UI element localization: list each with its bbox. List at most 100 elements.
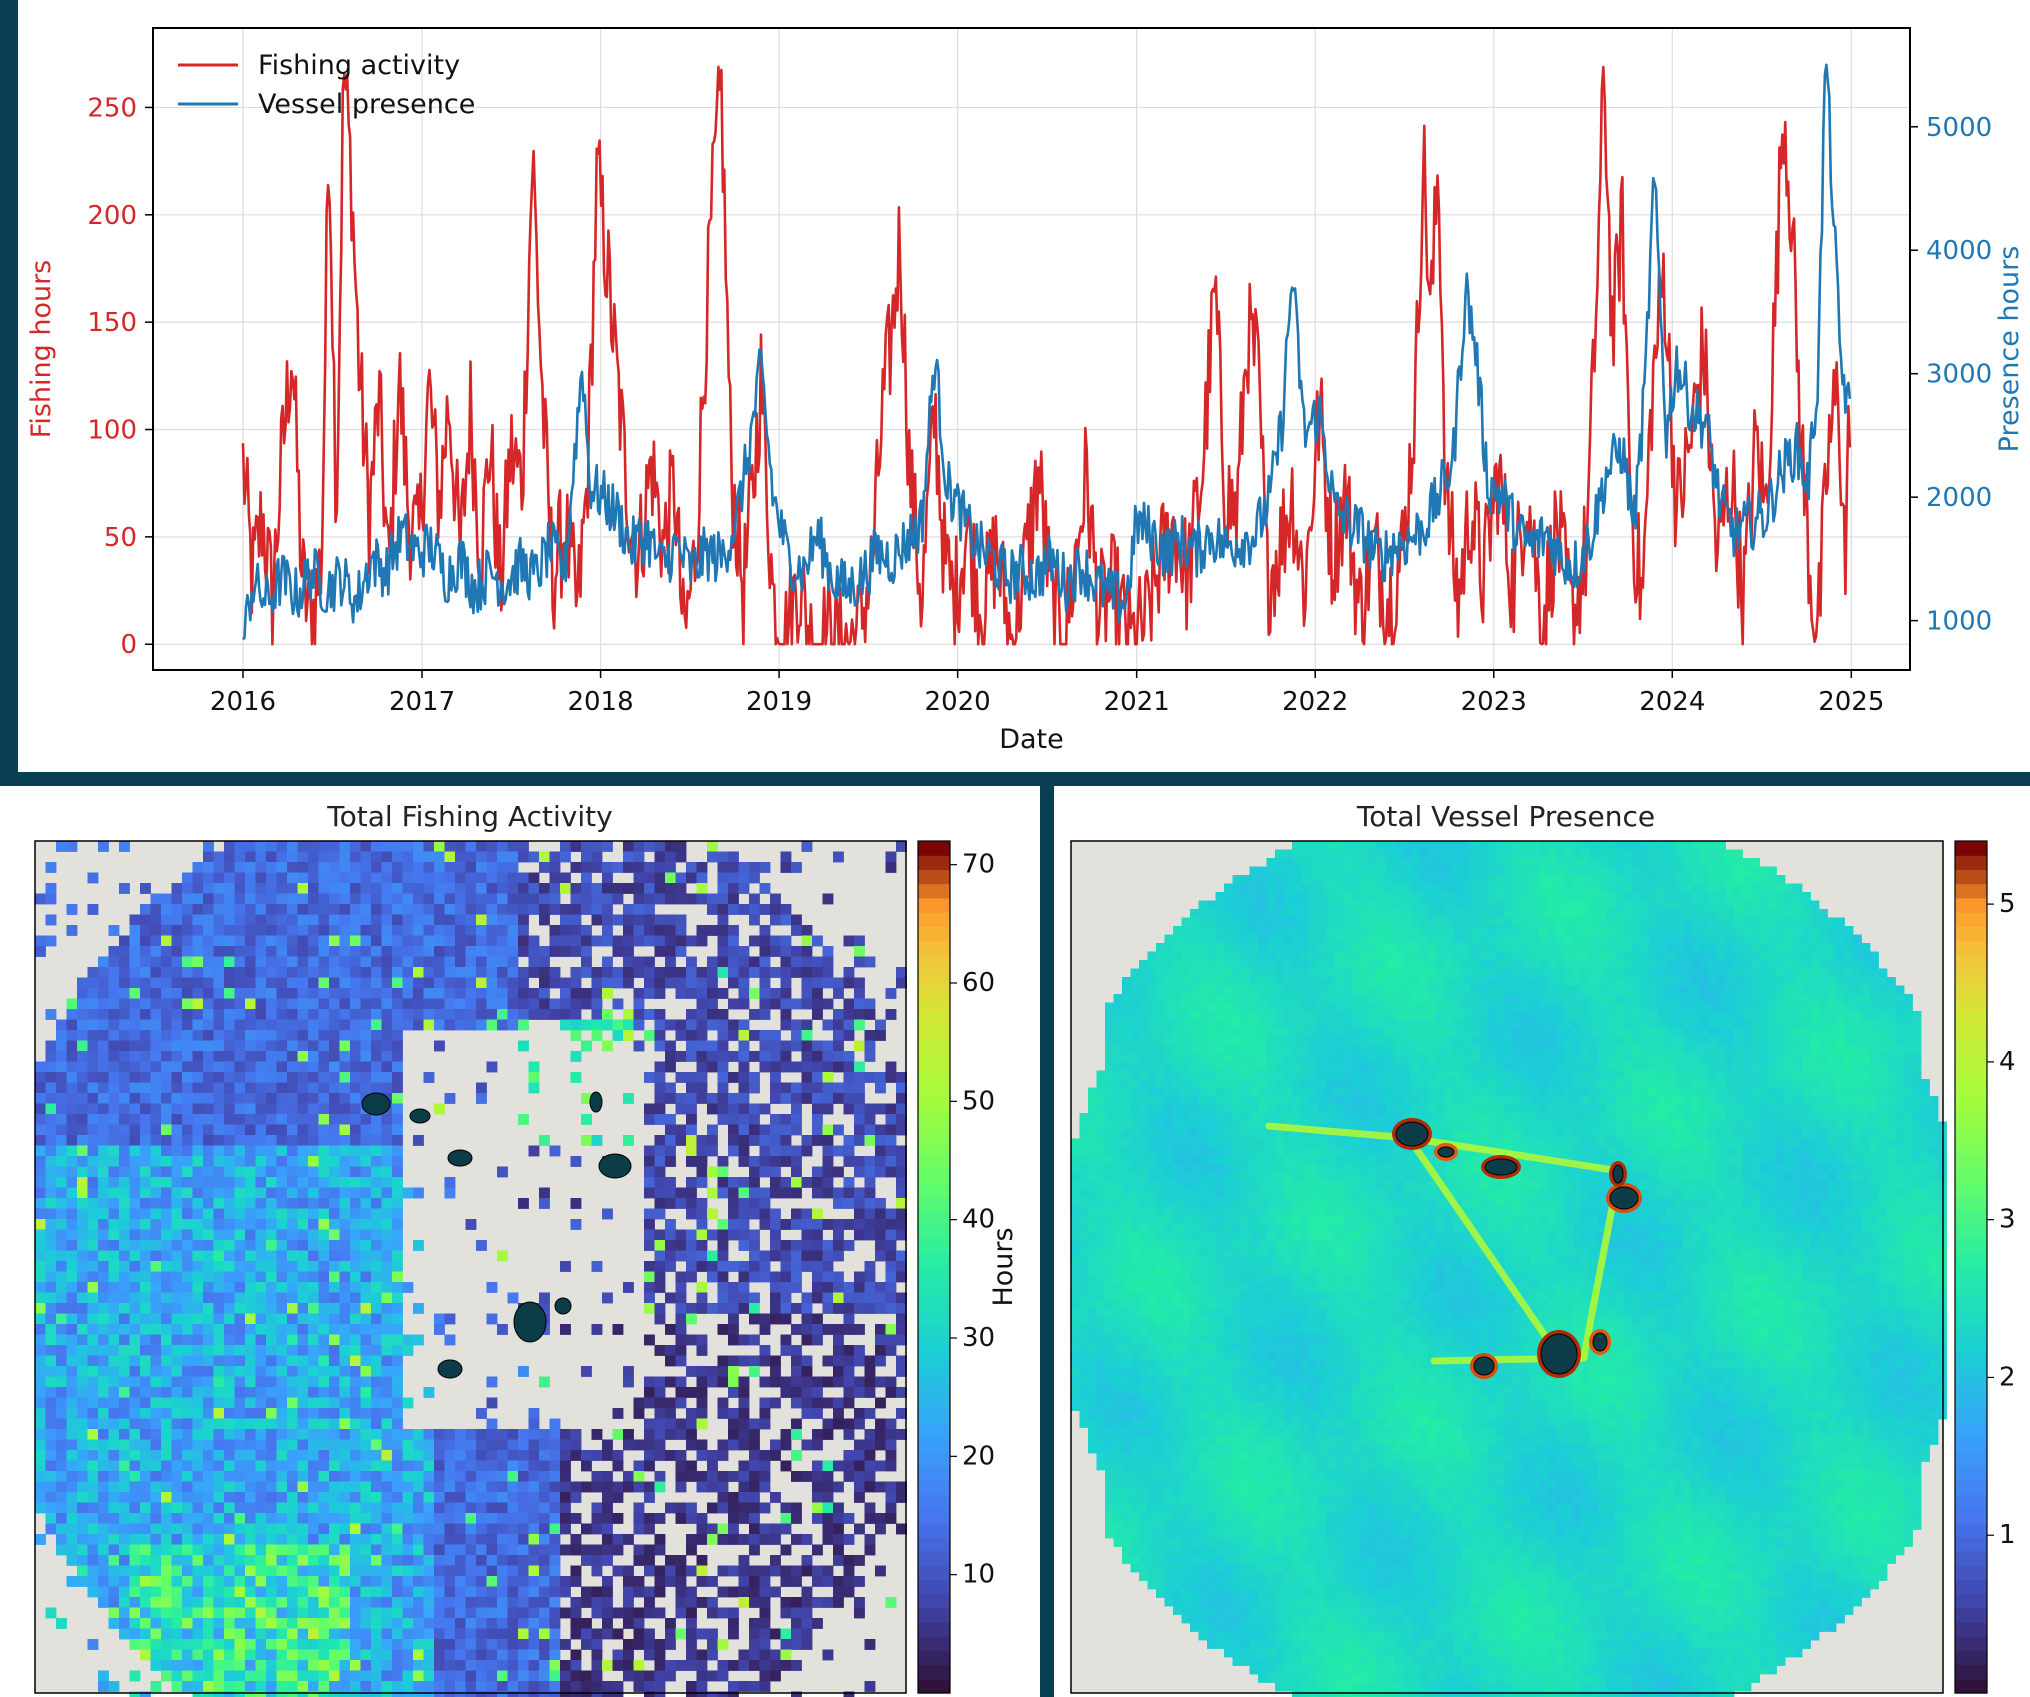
heatmap-cell: [266, 1597, 277, 1608]
heatmap-cell: [833, 1040, 844, 1052]
heatmap-cell: [98, 1324, 109, 1335]
heatmap-cell: [623, 935, 634, 947]
heatmap-cell: [381, 1555, 393, 1566]
heatmap-cell: [234, 841, 246, 852]
heatmap-cell: [140, 935, 151, 947]
heatmap-cell: [465, 1670, 477, 1682]
heatmap-cell: [560, 1660, 571, 1671]
heatmap-cell: [35, 1534, 46, 1545]
heatmap-cell: [612, 1628, 624, 1640]
heatmap-cell: [581, 925, 592, 936]
heatmap-cell: [602, 914, 613, 926]
heatmap-cell: [108, 1093, 120, 1104]
heatmap-cell: [350, 1639, 361, 1650]
heatmap-cell: [308, 1418, 319, 1430]
heatmap-cell: [129, 1009, 141, 1020]
heatmap-cell: [707, 1628, 718, 1640]
heatmap-cell: [497, 988, 508, 999]
heatmap-cell: [182, 1040, 193, 1052]
heatmap-cell: [161, 1208, 172, 1220]
heatmap-cell: [759, 1124, 771, 1136]
heatmap-cell: [329, 988, 340, 999]
heatmap-cell: [224, 1471, 235, 1482]
heatmap-cell: [56, 1345, 67, 1356]
heatmap-cell: [381, 1366, 393, 1377]
heatmap-cell: [371, 977, 382, 989]
heatmap-cell: [381, 1450, 393, 1461]
heatmap-cell: [245, 1313, 256, 1325]
heatmap-cell: [66, 1334, 78, 1346]
heatmap-cell: [287, 1607, 298, 1619]
heatmap-cell: [234, 1397, 246, 1409]
heatmap-cell: [203, 1397, 214, 1409]
heatmap-cell: [696, 1471, 708, 1482]
island-shape: [513, 1301, 547, 1343]
heatmap-cell: [854, 1156, 865, 1167]
heatmap-cell: [885, 1061, 897, 1073]
heatmap-cell: [654, 1586, 666, 1598]
heatmap-cell: [644, 1681, 655, 1692]
heatmap-cell: [266, 1418, 277, 1430]
heatmap-cell: [791, 1597, 802, 1608]
heatmap-cell: [518, 1544, 529, 1556]
heatmap-cell: [696, 1051, 708, 1062]
heatmap-cell: [843, 1187, 855, 1199]
heatmap-cell: [140, 988, 151, 999]
heatmap-cell: [896, 967, 907, 978]
heatmap-cell: [486, 1691, 498, 1697]
heatmap-cell: [129, 1691, 141, 1697]
heatmap-cell: [392, 1418, 403, 1430]
heatmap-cell: [749, 1628, 760, 1640]
heatmap-cell: [833, 1009, 844, 1020]
heatmap-cell: [339, 1397, 351, 1409]
heatmap-cell: [654, 1513, 666, 1524]
heatmap-cell: [791, 1397, 802, 1409]
colorbar-step: [918, 1096, 950, 1112]
heatmap-cell: [717, 1324, 729, 1335]
heatmap-cell: [444, 1670, 456, 1682]
heatmap-cell: [444, 862, 456, 873]
heatmap-cell: [497, 1324, 508, 1335]
heatmap-cell: [402, 1019, 414, 1031]
heatmap-cell: [833, 1219, 844, 1230]
heatmap-cell: [308, 1471, 319, 1482]
heatmap-cell: [255, 893, 267, 905]
heatmap-cell: [171, 1261, 183, 1272]
heatmap-cell: [875, 1282, 886, 1293]
heatmap-cell: [161, 977, 172, 989]
heatmap-cell: [213, 1292, 225, 1304]
heatmap-cell: [329, 862, 340, 873]
heatmap-cell: [108, 998, 120, 1010]
heatmap-cell: [266, 1355, 277, 1367]
heatmap-cell: [560, 1324, 571, 1335]
heatmap-cell: [413, 1565, 424, 1577]
heatmap-cell: [749, 1429, 760, 1440]
heatmap-cell: [45, 1492, 57, 1503]
heatmap-cell: [150, 1660, 162, 1671]
heatmap-cell: [140, 1523, 151, 1535]
heatmap-cell: [318, 1177, 330, 1188]
heatmap-cell: [476, 1240, 487, 1251]
heatmap-cell: [108, 1607, 120, 1619]
heatmap-cell: [455, 1639, 466, 1650]
heatmap-cell: [465, 1639, 477, 1650]
heatmap-cell: [392, 1292, 403, 1304]
heatmap-cell: [339, 1082, 351, 1094]
heatmap-cell: [392, 1198, 403, 1209]
heatmap-cell: [56, 1429, 67, 1440]
heatmap-cell: [717, 1229, 729, 1241]
heatmap-cell: [234, 935, 246, 947]
x-tick-label: 2020: [925, 687, 991, 717]
heatmap-cell: [497, 1618, 508, 1629]
heatmap-cell: [738, 1030, 750, 1041]
heatmap-cell: [129, 1282, 141, 1293]
heatmap-cell: [434, 1019, 445, 1031]
heatmap-cell: [329, 1019, 340, 1031]
heatmap-cell: [224, 1649, 235, 1661]
heatmap-cell: [644, 1429, 655, 1440]
heatmap-cell: [665, 1145, 676, 1157]
heatmap-cell: [717, 1492, 729, 1503]
heatmap-cell: [35, 1229, 46, 1241]
heatmap-cell: [119, 1156, 130, 1167]
heatmap-cell: [707, 1187, 718, 1199]
